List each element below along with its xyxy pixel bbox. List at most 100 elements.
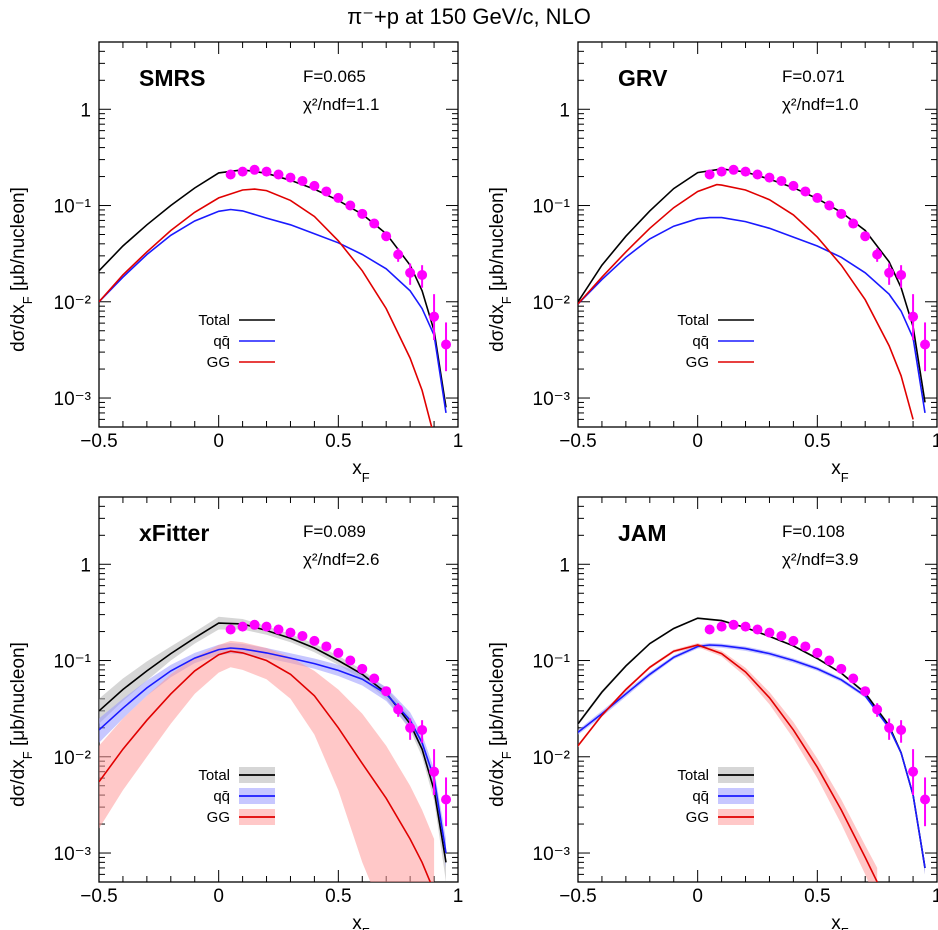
data-point bbox=[716, 166, 727, 177]
y-tick-label: 10⁻³ bbox=[54, 844, 92, 865]
legend-label: Total bbox=[198, 312, 230, 329]
data-point bbox=[381, 231, 392, 242]
data-point bbox=[704, 169, 715, 180]
data-point bbox=[812, 647, 823, 658]
data-point bbox=[740, 166, 751, 177]
x-tick-label: 1 bbox=[932, 886, 938, 907]
f-value: F=0.065 bbox=[303, 67, 366, 86]
data-point bbox=[788, 635, 799, 646]
line-gg bbox=[99, 650, 432, 882]
data-point bbox=[273, 169, 284, 180]
data-point bbox=[345, 200, 356, 211]
y-axis-label: dσ/dxF [μb/nucleon] bbox=[8, 187, 35, 352]
data-point bbox=[297, 175, 308, 186]
legend-label: qq̄ bbox=[692, 333, 709, 350]
panel-xfitter: −0.5 0 0.5 1 10⁻³ 10⁻² 10⁻¹ 1 xF dσ/dxF [μb/nucle… bbox=[8, 496, 464, 930]
data-point bbox=[333, 192, 344, 203]
x-axis-label: xF bbox=[352, 913, 370, 930]
line-qqbar bbox=[99, 208, 447, 414]
x-axis-label: xF bbox=[352, 458, 370, 485]
x-tick-label: 0 bbox=[692, 886, 703, 907]
data-point bbox=[429, 311, 440, 322]
data-point bbox=[237, 166, 248, 177]
data-point bbox=[860, 686, 871, 697]
y-tick-label: 10⁻³ bbox=[533, 389, 571, 410]
x-tick-label: −0.5 bbox=[80, 431, 118, 452]
data-point bbox=[704, 624, 715, 635]
band-total bbox=[578, 617, 925, 875]
data-point bbox=[417, 724, 428, 735]
data-point bbox=[776, 175, 787, 186]
data-point bbox=[884, 267, 895, 278]
data-point bbox=[285, 172, 296, 183]
data-point bbox=[764, 172, 775, 183]
data-point bbox=[920, 339, 931, 350]
data-point bbox=[728, 619, 739, 630]
legend-label: GG bbox=[207, 809, 230, 826]
f-value: F=0.108 bbox=[782, 522, 845, 541]
x-tick-label: −0.5 bbox=[559, 886, 597, 907]
f-value: F=0.089 bbox=[303, 522, 366, 541]
data-point bbox=[872, 249, 883, 260]
data-point bbox=[405, 267, 416, 278]
chi2-value: χ²/ndf=1.0 bbox=[782, 95, 859, 114]
legend-label: GG bbox=[207, 354, 230, 371]
data-point bbox=[908, 311, 919, 322]
data-point bbox=[860, 231, 871, 242]
data-point bbox=[393, 704, 404, 715]
x-tick-label: −0.5 bbox=[559, 431, 597, 452]
x-tick-label: 0.5 bbox=[804, 886, 830, 907]
y-tick-label: 10⁻² bbox=[54, 748, 92, 769]
y-tick-label: 10⁻¹ bbox=[54, 652, 92, 673]
data-point bbox=[872, 704, 883, 715]
data-point bbox=[812, 192, 823, 203]
data-point bbox=[273, 624, 284, 635]
legend-label: Total bbox=[198, 767, 230, 784]
data-point bbox=[345, 655, 356, 666]
plot-area bbox=[578, 164, 931, 420]
data-point bbox=[285, 627, 296, 638]
y-tick-label: 10⁻¹ bbox=[533, 197, 571, 218]
legend-label: qq̄ bbox=[213, 333, 230, 350]
panel-smrs: −0.5 0 0.5 1 10⁻³ 10⁻² 10⁻¹ 1 xF dσ/dxF [μb/nucle… bbox=[8, 41, 463, 485]
y-axis-label: dσ/dxF [μb/nucleon] bbox=[8, 642, 35, 807]
legend-label: GG bbox=[686, 809, 709, 826]
data-point bbox=[333, 647, 344, 658]
data-point bbox=[357, 208, 368, 219]
data-point bbox=[225, 169, 236, 180]
data-point bbox=[836, 208, 847, 219]
data-point bbox=[752, 169, 763, 180]
line-total bbox=[99, 622, 447, 863]
legend-label: qq̄ bbox=[692, 788, 709, 805]
data-point bbox=[369, 218, 380, 229]
data-point bbox=[441, 339, 452, 350]
data-point bbox=[321, 641, 332, 652]
data-point bbox=[405, 722, 416, 733]
pdf-name: GRV bbox=[618, 65, 668, 91]
y-tick-label: 1 bbox=[559, 555, 570, 576]
x-tick-label: 0 bbox=[213, 431, 224, 452]
x-tick-label: 1 bbox=[453, 886, 464, 907]
data-point bbox=[896, 269, 907, 280]
y-axis-label: dσ/dxF [μb/nucleon] bbox=[487, 187, 514, 352]
data-point bbox=[321, 186, 332, 197]
data-point bbox=[297, 630, 308, 641]
data-point bbox=[800, 186, 811, 197]
x-tick-label: −0.5 bbox=[80, 886, 118, 907]
data-point bbox=[884, 722, 895, 733]
data-point bbox=[357, 663, 368, 674]
pdf-name: JAM bbox=[618, 520, 667, 546]
legend-label: GG bbox=[686, 354, 709, 371]
band-gg bbox=[99, 640, 435, 882]
y-axis-label: dσ/dxF [μb/nucleon] bbox=[487, 642, 514, 807]
pdf-name: xFitter bbox=[139, 520, 209, 546]
figure-title: π⁻+p at 150 GeV/c, NLO bbox=[347, 4, 591, 29]
chi2-value: χ²/ndf=1.1 bbox=[303, 95, 380, 114]
y-tick-label: 10⁻¹ bbox=[533, 652, 571, 673]
data-point bbox=[369, 673, 380, 684]
y-tick-label: 10⁻² bbox=[533, 293, 571, 314]
panel-grv: −0.5 0 0.5 1 10⁻³ 10⁻² 10⁻¹ 1 xF dσ/dxF [μb/nucle… bbox=[487, 41, 938, 485]
x-tick-label: 1 bbox=[932, 431, 938, 452]
y-tick-label: 10⁻³ bbox=[533, 844, 571, 865]
data-point bbox=[788, 180, 799, 191]
